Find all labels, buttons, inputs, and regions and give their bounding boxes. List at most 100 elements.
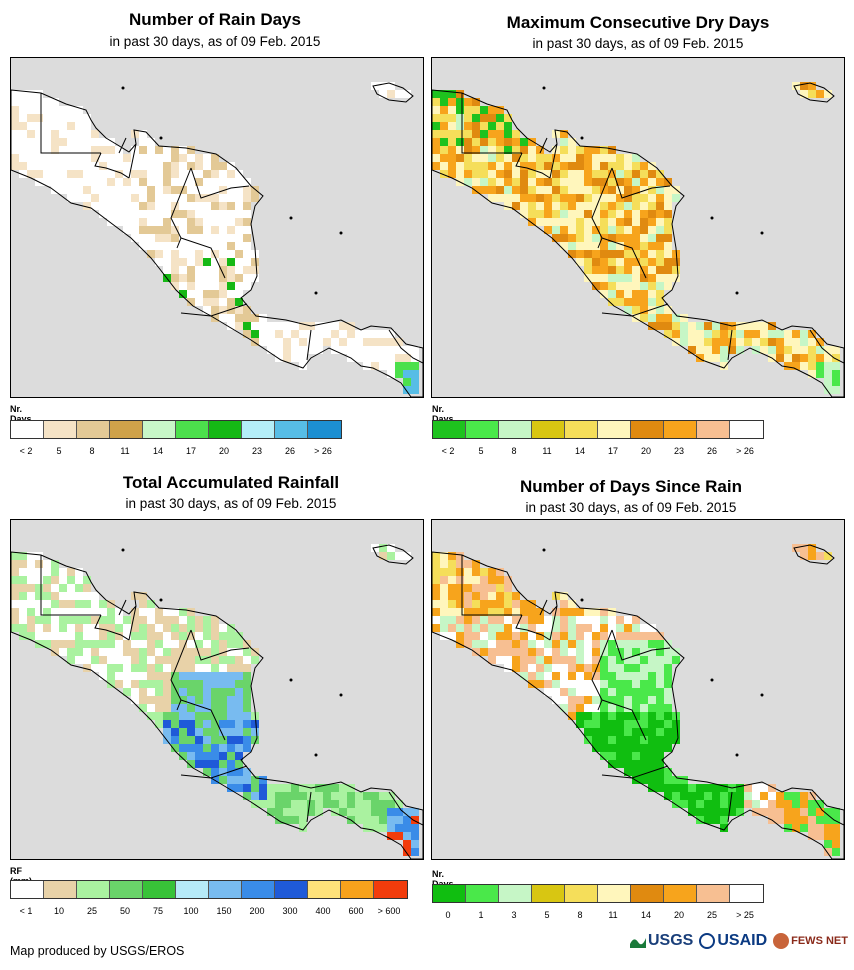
legend-rain-days	[10, 420, 342, 439]
legend-swatch	[697, 421, 730, 438]
legend-swatch	[466, 421, 499, 438]
country-border	[611, 629, 671, 661]
island-dot	[760, 693, 764, 697]
legend-tick-label: < 2	[19, 446, 33, 456]
legend-tick-label: 600	[348, 906, 364, 916]
legend-ticks: < 1 10 25 50 75 100 150 200 300 400 600 > 600	[10, 906, 408, 918]
legend-swatch	[275, 421, 308, 438]
legend-tick-label: 23	[673, 446, 685, 456]
raster-cells	[11, 82, 419, 394]
legend-ticks: 0 1 3 5 8 11 14 20 25 > 25	[432, 910, 764, 922]
country-border	[190, 167, 250, 199]
legend-tick-label: 3	[511, 910, 517, 920]
legend-tick-label: 11	[542, 446, 552, 456]
country-border	[190, 629, 250, 661]
country-border	[611, 167, 671, 199]
legend-swatch	[565, 421, 598, 438]
island-dot	[339, 693, 343, 697]
legend-tick-label: 23	[251, 446, 263, 456]
island-dot	[735, 291, 739, 295]
legend-tick-label: 17	[185, 446, 197, 456]
legend-tick-label: > 26	[736, 446, 754, 456]
legend-title: Nr. Days	[432, 404, 454, 424]
map-dry-days	[431, 57, 845, 398]
jamaica-outline	[793, 82, 835, 103]
legend-tick-label: 8	[511, 446, 517, 456]
legend-swatch	[730, 421, 763, 438]
country-border	[180, 765, 248, 779]
island-dot	[735, 753, 739, 757]
legend-tick-label: 0	[445, 910, 451, 920]
country-border	[40, 93, 101, 154]
country-border	[549, 605, 558, 641]
island-dot	[314, 753, 318, 757]
country-border	[601, 765, 669, 779]
country-border	[118, 137, 127, 154]
raster-cells	[432, 544, 840, 856]
credit-text: Map produced by USGS/EROS	[10, 944, 185, 958]
legend-swatch	[110, 881, 143, 898]
legend-tick-label: 26	[706, 446, 718, 456]
logo-strip: USGS USAID FEWS NET	[630, 932, 848, 950]
legend-swatch	[664, 885, 697, 902]
legend-swatch	[242, 421, 275, 438]
country-border	[601, 237, 647, 279]
legend-rainfall	[10, 880, 408, 899]
country-border	[727, 329, 733, 361]
usaid-logo: USAID	[699, 932, 767, 950]
legend-tick-label: 20	[218, 446, 230, 456]
country-border	[461, 555, 522, 616]
legend-ticks: < 2 5 8 11 14 17 20 23 26 > 26	[432, 446, 764, 458]
usgs-wave-icon	[630, 938, 646, 948]
legend-tick-label: 25	[706, 910, 718, 920]
legend-swatch	[308, 881, 341, 898]
legend-swatch	[44, 421, 77, 438]
legend-tick-label: 14	[574, 446, 586, 456]
legend-tick-label: 14	[152, 446, 164, 456]
island-dot	[121, 86, 125, 90]
country-border	[591, 167, 613, 249]
country-border	[388, 791, 423, 826]
country-border	[549, 143, 558, 179]
legend-tick-label: 11	[608, 910, 618, 920]
legend-swatch	[664, 421, 697, 438]
map-days-since-rain	[431, 519, 845, 860]
island-dot	[710, 216, 714, 220]
legend-swatch	[110, 421, 143, 438]
country-border	[388, 329, 423, 364]
legend-swatch	[598, 421, 631, 438]
legend-swatch	[499, 421, 532, 438]
country-border	[94, 614, 130, 641]
legend-swatch	[11, 881, 44, 898]
panel-subtitle: in past 30 days, as of 09 Feb. 2015	[125, 496, 337, 511]
country-border	[170, 629, 192, 711]
usgs-logo: USGS	[630, 932, 693, 950]
island-dot	[289, 678, 293, 682]
legend-swatch	[341, 881, 374, 898]
legend-tick-label: 50	[119, 906, 131, 916]
legend-swatch	[631, 885, 664, 902]
country-border	[601, 303, 669, 317]
legend-swatch	[565, 885, 598, 902]
country-border	[128, 143, 137, 179]
legend-swatch	[143, 881, 176, 898]
panel-subtitle: in past 30 days, as of 09 Feb. 2015	[109, 34, 321, 49]
legend-swatch	[631, 421, 664, 438]
legend-swatch	[143, 421, 176, 438]
legend-days-since-rain	[432, 884, 764, 903]
legend-swatch	[433, 421, 466, 438]
country-border	[40, 555, 101, 616]
legend-swatch	[598, 885, 631, 902]
legend-swatch	[77, 421, 110, 438]
country-border	[180, 237, 226, 279]
coastline	[11, 89, 423, 397]
raster-cells	[432, 82, 840, 394]
legend-tick-label: 20	[673, 910, 685, 920]
legend-tick-label: 150	[216, 906, 232, 916]
legend-swatch	[433, 885, 466, 902]
legend-swatch	[532, 421, 565, 438]
legend-tick-label: 200	[249, 906, 265, 916]
country-border	[539, 599, 548, 616]
panel-title: Maximum Consecutive Dry Days	[506, 13, 770, 32]
legend-tick-label: 17	[607, 446, 619, 456]
